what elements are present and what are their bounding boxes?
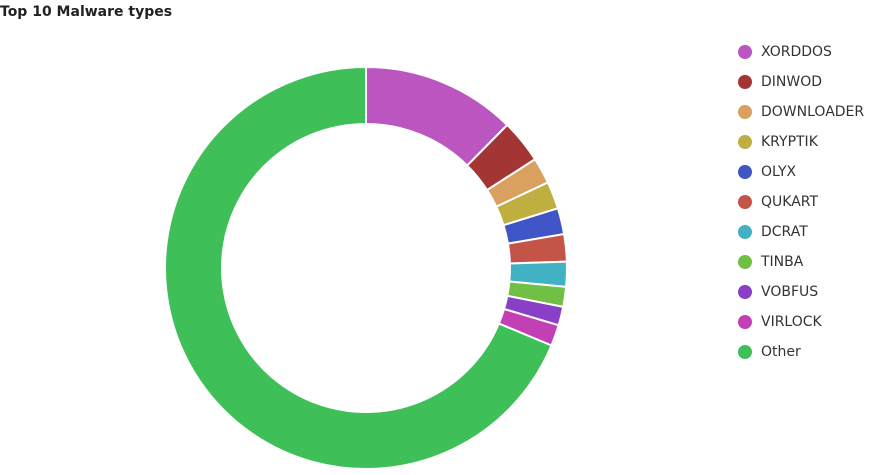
legend-swatch[interactable] (738, 225, 752, 239)
legend-swatch[interactable] (738, 165, 752, 179)
legend-label[interactable]: OLYX (761, 164, 797, 180)
legend-label[interactable]: KRYPTIK (761, 134, 819, 150)
legend-swatch[interactable] (738, 105, 752, 119)
legend-swatch[interactable] (738, 255, 752, 269)
legend-label[interactable]: XORDDOS (761, 44, 832, 60)
legend-label[interactable]: TINBA (760, 254, 804, 270)
legend-swatch[interactable] (738, 315, 752, 329)
chart-title: Top 10 Malware types (0, 4, 172, 20)
legend-label[interactable]: DINWOD (761, 74, 822, 90)
legend-label[interactable]: VOBFUS (761, 284, 818, 300)
legend-swatch[interactable] (738, 195, 752, 209)
legend-label[interactable]: VIRLOCK (761, 314, 823, 330)
legend-swatch[interactable] (738, 345, 752, 359)
legend-label[interactable]: Other (761, 344, 801, 360)
legend-swatch[interactable] (738, 45, 752, 59)
legend-swatch[interactable] (738, 75, 752, 89)
legend-label[interactable]: QUKART (761, 194, 818, 210)
legend-label[interactable]: DOWNLOADER (761, 104, 864, 120)
legend-swatch[interactable] (738, 285, 752, 299)
legend-label[interactable]: DCRAT (761, 224, 808, 240)
slice (164, 65, 553, 470)
legend-swatch[interactable] (738, 135, 752, 149)
